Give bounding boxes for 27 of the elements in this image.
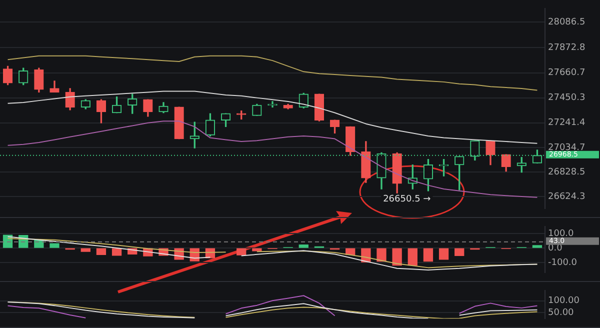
- bar: [252, 248, 262, 252]
- y-tick-label: 28086.5: [548, 17, 586, 28]
- y-tick-label: 27450.3: [548, 93, 586, 104]
- y-tick-label: 27241.4: [548, 118, 586, 128]
- bar: [376, 248, 386, 262]
- bar: [346, 248, 356, 256]
- bar: [408, 248, 418, 266]
- y-tick-label: 100.00: [548, 296, 580, 306]
- bar: [392, 248, 402, 266]
- y-tick-label: 50.00: [548, 308, 574, 318]
- bar: [112, 248, 122, 256]
- bar: [236, 248, 246, 256]
- y-tick-label: 26828.5: [548, 167, 586, 178]
- bar: [80, 248, 90, 252]
- annotation: 26650.5 →: [383, 194, 432, 205]
- y-tick-label: 26624.3: [548, 192, 586, 202]
- y-tick-label: -100.0: [548, 258, 578, 268]
- bar: [50, 243, 60, 248]
- y-tick-label: 100.0: [548, 228, 574, 239]
- bar: [438, 248, 449, 260]
- y-tick-label: 27660.7: [548, 68, 586, 78]
- bar: [298, 244, 308, 248]
- bar: [532, 245, 542, 248]
- bar: [96, 248, 106, 256]
- bar: [423, 248, 434, 262]
- y-tick-label: 27872.8: [548, 42, 586, 53]
- bar: [454, 248, 464, 256]
